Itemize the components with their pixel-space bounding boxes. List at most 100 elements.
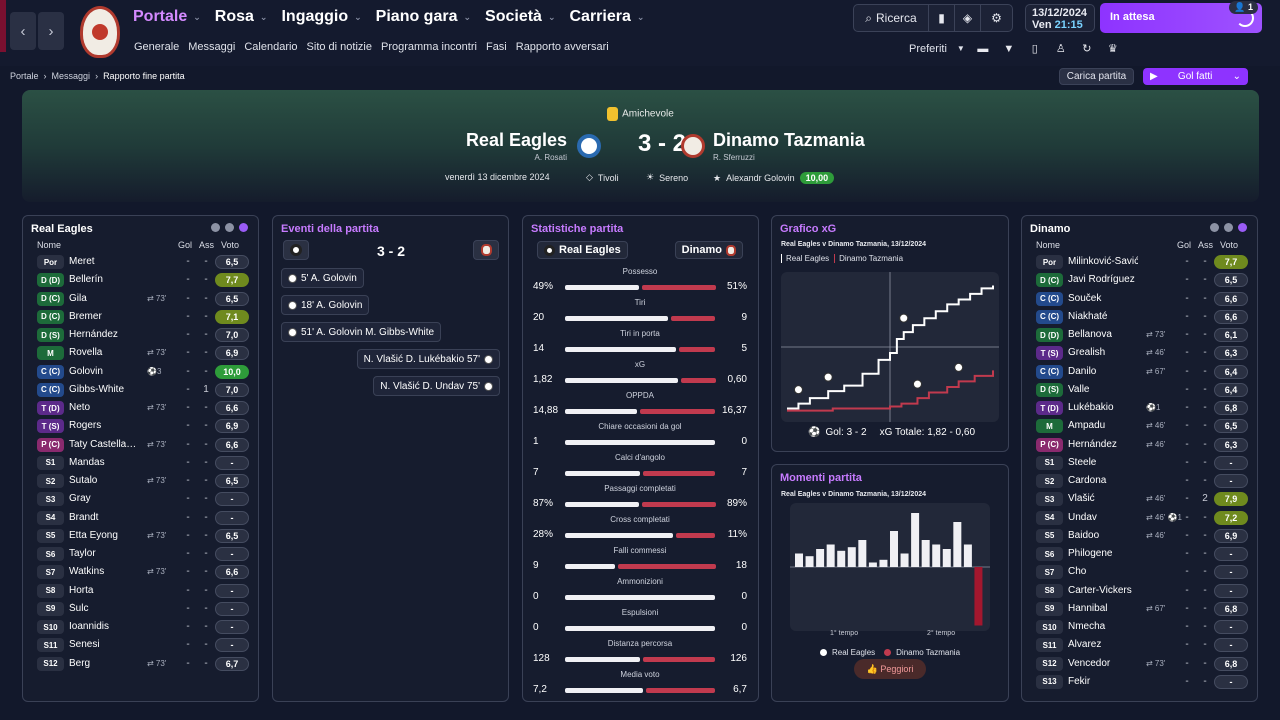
momentum-bar[interactable] — [900, 553, 909, 568]
player-name[interactable]: Baidoo — [1068, 529, 1100, 541]
player-row[interactable]: S5 Baidoo ⇄ 46' - -6,9 — [1028, 528, 1260, 545]
momentum-bar[interactable] — [795, 553, 803, 568]
player-name[interactable]: Danilo — [1068, 365, 1097, 377]
momentum-bar[interactable] — [963, 544, 972, 568]
player-row[interactable]: S7 Cho - - - — [1028, 564, 1260, 581]
chat-icon[interactable]: ▬ — [977, 42, 989, 55]
home-team-name[interactable]: Real Eagles — [465, 130, 567, 150]
player-row[interactable]: S6 Taylor - - - — [29, 546, 261, 563]
player-row[interactable]: S3 Gray - - - — [29, 491, 261, 508]
view-dot[interactable] — [225, 223, 234, 232]
xg-chart[interactable] — [781, 272, 999, 422]
momentum-bar[interactable] — [805, 556, 814, 567]
player-name[interactable]: Bremer — [69, 310, 102, 322]
goal-marker-icon[interactable] — [823, 372, 833, 382]
subnav-item[interactable]: Messaggi — [188, 41, 236, 53]
player-row[interactable]: S8 Horta - - - — [29, 583, 261, 600]
player-name[interactable]: Philogene — [1068, 548, 1113, 559]
player-row[interactable]: S10 Ioannidis - - - — [29, 619, 261, 636]
player-row[interactable]: Por Milinković-Savić - -7,7 — [1028, 254, 1260, 271]
nav-1[interactable]: Rosa ⌄ — [215, 8, 268, 26]
momentum-chart[interactable] — [790, 503, 990, 631]
trophy-icon[interactable]: ♛ — [1107, 43, 1118, 55]
player-name[interactable]: Niakhaté — [1068, 310, 1108, 322]
nav-2[interactable]: Ingaggio ⌄ — [281, 8, 361, 26]
goal-marker-icon[interactable] — [899, 313, 909, 323]
player-name[interactable]: Golovin — [69, 365, 103, 377]
momentum-bar[interactable] — [879, 559, 888, 567]
player-name[interactable]: Etta Eyong — [69, 529, 118, 541]
goal-marker-icon[interactable] — [912, 379, 922, 389]
clipboard-icon[interactable]: ▯ — [1031, 43, 1038, 55]
col-name[interactable]: Nome — [37, 240, 62, 250]
player-name[interactable]: Ioannidis — [69, 621, 110, 632]
col-rating[interactable]: Voto — [1220, 240, 1239, 250]
player-name[interactable]: Lukébakio — [1068, 402, 1114, 413]
col-goals[interactable]: Gol — [1177, 240, 1192, 250]
goal-marker-icon[interactable] — [954, 362, 964, 372]
player-row[interactable]: S4 Undav ⇄ 46' ⚽1- -7,2 — [1028, 510, 1260, 527]
tactics-icon[interactable]: ♙ — [1055, 43, 1066, 55]
away-team-name[interactable]: Dinamo Tazmania — [713, 130, 865, 150]
player-name[interactable]: Hannibal — [1068, 602, 1108, 614]
nav-4[interactable]: Società ⌄ — [485, 8, 555, 26]
momentum-bar[interactable] — [921, 540, 930, 567]
player-row[interactable]: S12 Vencedor ⇄ 73' - -6,8 — [1028, 656, 1260, 673]
view-dot[interactable] — [211, 223, 220, 232]
forward-button[interactable]: › — [38, 12, 64, 50]
player-name[interactable]: Vencedor — [1068, 657, 1111, 669]
player-row[interactable]: D (S) Valle - -6,4 — [1028, 382, 1260, 399]
player-row[interactable]: S10 Nmecha - - - — [1028, 619, 1260, 636]
player-row[interactable]: C (C) Gibbs-White - 1 7,0 — [29, 382, 261, 399]
player-name[interactable]: Hernández — [69, 329, 118, 340]
player-row[interactable]: D (D) Bellerín - -7,7 — [29, 272, 261, 289]
col-assists[interactable]: Ass — [199, 240, 215, 250]
player-name[interactable]: Mandas — [69, 456, 105, 468]
player-name[interactable]: Berg — [69, 657, 91, 669]
player-row[interactable]: S13 Fekir - - - — [1028, 674, 1260, 691]
player-name[interactable]: Valle — [1068, 383, 1090, 395]
load-match-button[interactable]: Carica partita — [1059, 68, 1134, 85]
player-name[interactable]: Horta — [69, 584, 94, 596]
goals-scored-button[interactable]: ▶ Gol fatti ⌄ — [1143, 68, 1248, 85]
nav-0[interactable]: Portale ⌄ — [133, 8, 201, 26]
player-row[interactable]: S1 Mandas - - - — [29, 455, 261, 472]
favourites-dropdown[interactable]: Preferiti — [909, 42, 947, 55]
player-row[interactable]: S9 Hannibal ⇄ 67' - -6,8 — [1028, 601, 1260, 618]
player-row[interactable]: S5 Etta Eyong ⇄ 73' - -6,5 — [29, 528, 261, 545]
goal-event-home[interactable]: 18' A. Golovin — [281, 295, 370, 315]
player-name[interactable]: Cho — [1068, 566, 1087, 578]
player-name[interactable]: Cardona — [1068, 475, 1107, 486]
breadcrumb-messages[interactable]: Messaggi — [51, 71, 91, 81]
player-row[interactable]: D (D) Bellanova ⇄ 73' - -6,1 — [1028, 327, 1260, 344]
player-name[interactable]: Steele — [1068, 456, 1097, 468]
player-name[interactable]: Bellerín — [69, 274, 103, 286]
nav-5[interactable]: Carriera ⌄ — [570, 8, 645, 26]
refresh-icon[interactable]: ↻ — [1082, 43, 1092, 55]
motm-name[interactable]: Alexandr Golovin — [726, 173, 795, 183]
subnav-item[interactable]: Programma incontri — [380, 41, 477, 53]
momentum-bar[interactable] — [953, 522, 962, 567]
player-row[interactable]: T (D) Neto ⇄ 73' - -6,6 — [29, 400, 261, 417]
player-name[interactable]: Watkins — [69, 566, 105, 578]
player-row[interactable]: S3 Vlašić ⇄ 46' - 2 7,9 — [1028, 491, 1260, 508]
player-name[interactable]: Álvarez — [1068, 639, 1102, 651]
shirt-icon[interactable]: ▼ — [1003, 42, 1015, 55]
player-row[interactable]: S9 Šulc - - - — [29, 601, 261, 618]
momentum-bar[interactable] — [974, 567, 983, 626]
goal-event-home[interactable]: 51' A. Golovin M. Gibbs-White — [281, 322, 442, 342]
player-row[interactable]: D (C) Gila ⇄ 73' - -6,5 — [29, 291, 261, 308]
momentum-bar[interactable] — [837, 550, 846, 567]
player-row[interactable]: S8 Carter-Vickers - - - — [1028, 583, 1260, 600]
col-goals[interactable]: Gol — [178, 240, 193, 250]
player-name[interactable]: Hernández — [1068, 438, 1117, 450]
player-row[interactable]: S11 Senesi - - - — [29, 637, 261, 654]
player-name[interactable]: Taty Castella… — [69, 438, 137, 450]
view-dot[interactable] — [1210, 223, 1219, 232]
player-name[interactable]: Souček — [1068, 292, 1102, 304]
player-row[interactable]: S1 Steele - - - — [1028, 455, 1260, 472]
player-name[interactable]: Meret — [69, 256, 95, 267]
subnav-item[interactable]: Generale — [134, 41, 180, 53]
col-rating[interactable]: Voto — [221, 240, 240, 250]
settings-button[interactable]: ⚙ — [980, 5, 1012, 31]
